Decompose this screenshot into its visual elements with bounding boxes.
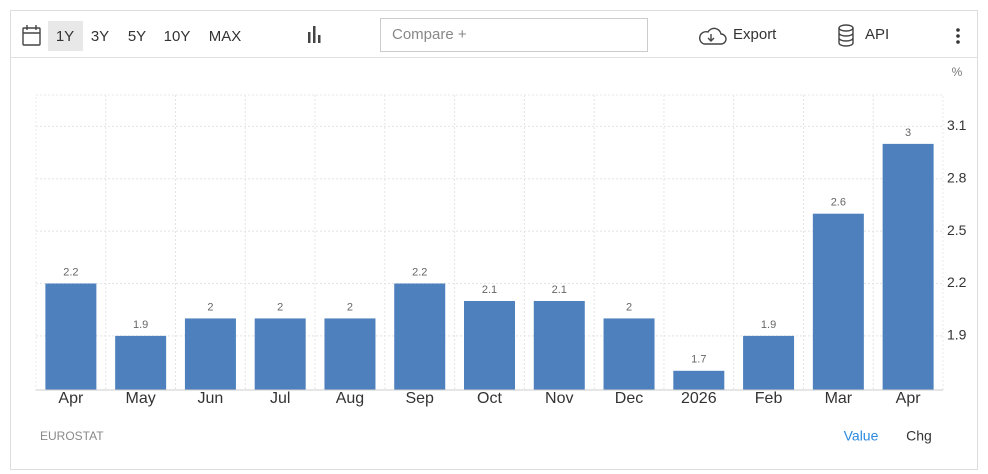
x-tick-label: Apr: [58, 390, 84, 407]
compare-input[interactable]: [380, 18, 648, 52]
range-button[interactable]: MAX: [209, 28, 242, 45]
range-button[interactable]: 1Y: [56, 28, 74, 45]
x-tick-label: Jul: [270, 390, 290, 407]
x-tick-label: Nov: [545, 390, 573, 407]
more-menu[interactable]: [956, 28, 960, 44]
bar: [464, 300, 515, 390]
value-label: 2.6: [831, 197, 846, 209]
value-tab[interactable]: Value: [844, 428, 879, 444]
bar: [254, 318, 306, 390]
bar: [812, 213, 864, 390]
bar: [603, 318, 655, 390]
x-tick-label: 2026: [681, 390, 717, 407]
api-button[interactable]: API: [865, 26, 889, 43]
database-icon[interactable]: [838, 24, 854, 47]
x-tick-label: Sep: [405, 390, 434, 407]
bar: [882, 143, 934, 390]
bar: [184, 318, 236, 390]
value-label: 2.2: [412, 266, 427, 278]
value-label: 2.2: [63, 266, 78, 278]
y-tick-label: 2.8: [947, 169, 967, 185]
y-tick-label: 3.1: [947, 117, 967, 133]
x-tick-label: Feb: [755, 390, 783, 407]
value-label: 2: [626, 301, 632, 313]
value-label: 2: [277, 301, 283, 313]
range-button[interactable]: 5Y: [128, 28, 146, 45]
value-label: 2: [347, 301, 353, 313]
value-label: 2.1: [482, 284, 497, 296]
y-tick-label: 2.5: [947, 222, 967, 238]
value-label: 2.1: [552, 284, 567, 296]
x-tick-label: Mar: [825, 390, 853, 407]
range-button[interactable]: 10Y: [164, 28, 191, 45]
x-tick-label: Oct: [477, 390, 502, 407]
x-tick-label: Aug: [336, 390, 364, 407]
value-label: 1.9: [761, 319, 776, 331]
plot-area: [35, 94, 944, 391]
calendar-icon[interactable]: [22, 25, 41, 46]
source-label: EUROSTAT: [40, 429, 104, 443]
cloud-icon[interactable]: [698, 27, 727, 45]
bar: [45, 283, 97, 390]
value-label: 1.7: [691, 354, 706, 366]
unit-label: %: [952, 65, 963, 79]
x-tick-label: Apr: [896, 390, 922, 407]
value-label: 3: [905, 127, 911, 139]
chart-type-icon[interactable]: [308, 26, 321, 43]
value-label: 1.9: [133, 319, 148, 331]
y-tick-label: 1.9: [947, 327, 967, 343]
bar: [394, 283, 446, 390]
bar: [115, 335, 167, 390]
value-label: 2: [207, 301, 213, 313]
x-tick-label: May: [126, 390, 156, 407]
chg-tab[interactable]: Chg: [906, 428, 932, 444]
active-range-bg: [48, 21, 83, 51]
compare-placeholder: Compare +: [392, 26, 467, 43]
export-button[interactable]: Export: [733, 26, 777, 43]
y-tick-label: 2.2: [947, 274, 967, 290]
x-tick-label: Dec: [615, 390, 643, 407]
bar: [324, 318, 376, 390]
bar: [533, 300, 585, 390]
range-button[interactable]: 3Y: [91, 28, 109, 45]
bar: [743, 335, 795, 390]
bar: [673, 370, 725, 390]
x-tick-label: Jun: [198, 390, 224, 407]
